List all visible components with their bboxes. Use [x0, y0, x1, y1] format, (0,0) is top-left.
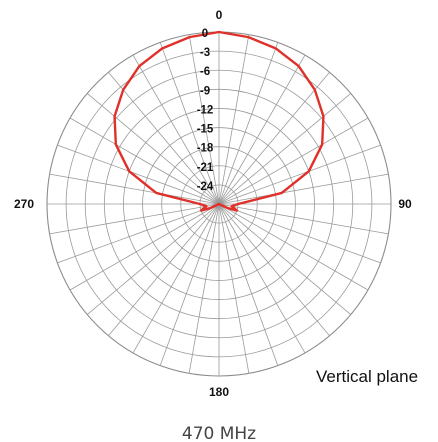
- grid-spoke: [218, 203, 279, 366]
- db-tick-label: -3: [200, 47, 210, 59]
- pattern-line: [113, 30, 325, 212]
- db-tick-label: -9: [200, 85, 210, 97]
- grid-spoke: [57, 203, 220, 264]
- radiation-pattern: [113, 30, 325, 212]
- grid-spoke: [218, 203, 330, 337]
- grid: [46, 31, 392, 377]
- angle-label: 90: [398, 197, 412, 211]
- grid-spoke: [218, 93, 352, 205]
- grid-spoke: [218, 203, 381, 264]
- grid-spoke: [159, 42, 220, 205]
- db-tick-label: -12: [197, 104, 214, 116]
- grid-spoke: [69, 117, 220, 205]
- grid-spoke: [86, 203, 220, 315]
- grid-spoke: [218, 117, 369, 205]
- grid-spoke: [218, 203, 250, 374]
- db-tick-label: -15: [197, 124, 214, 136]
- db-tick-label: -18: [197, 143, 214, 155]
- grid-spoke: [218, 54, 306, 205]
- db-tick-labels: 0 -3 -6 -9 -12 -15 -18 -21 -24: [197, 28, 214, 193]
- grid-spoke: [188, 34, 220, 205]
- db-tick-label: 0: [202, 28, 208, 40]
- angle-labels: 0 90 180 270: [14, 8, 412, 399]
- grid-spoke: [218, 71, 330, 205]
- grid-spoke: [188, 203, 220, 374]
- grid-spoke: [218, 203, 306, 354]
- grid-spoke: [86, 93, 220, 205]
- plane-annotation: Vertical plane: [316, 367, 418, 386]
- grid-spoke: [218, 34, 250, 205]
- db-tick-label: -21: [197, 162, 214, 174]
- db-tick-label: -6: [200, 66, 210, 78]
- grid-spoke: [132, 54, 220, 205]
- grid-spoke: [218, 173, 389, 205]
- grid-spoke: [159, 203, 220, 366]
- grid-spoke: [218, 42, 279, 205]
- grid-spoke: [218, 203, 389, 235]
- grid-spoke: [49, 173, 220, 205]
- angle-label: 270: [14, 197, 34, 211]
- grid-spoke: [108, 203, 220, 337]
- db-tick-label: -24: [197, 181, 214, 193]
- grid-spoke: [69, 203, 220, 291]
- grid-spoke: [218, 144, 381, 205]
- grid-spoke: [218, 203, 352, 315]
- grid-spoke: [49, 203, 220, 235]
- grid-spoke: [132, 203, 220, 354]
- grid-spoke: [57, 144, 220, 205]
- frequency-caption: 470 MHz: [182, 424, 256, 442]
- grid-spoke: [218, 203, 369, 291]
- grid-spoke: [108, 71, 220, 205]
- angle-label: 180: [209, 385, 229, 399]
- angle-label: 0: [216, 8, 223, 22]
